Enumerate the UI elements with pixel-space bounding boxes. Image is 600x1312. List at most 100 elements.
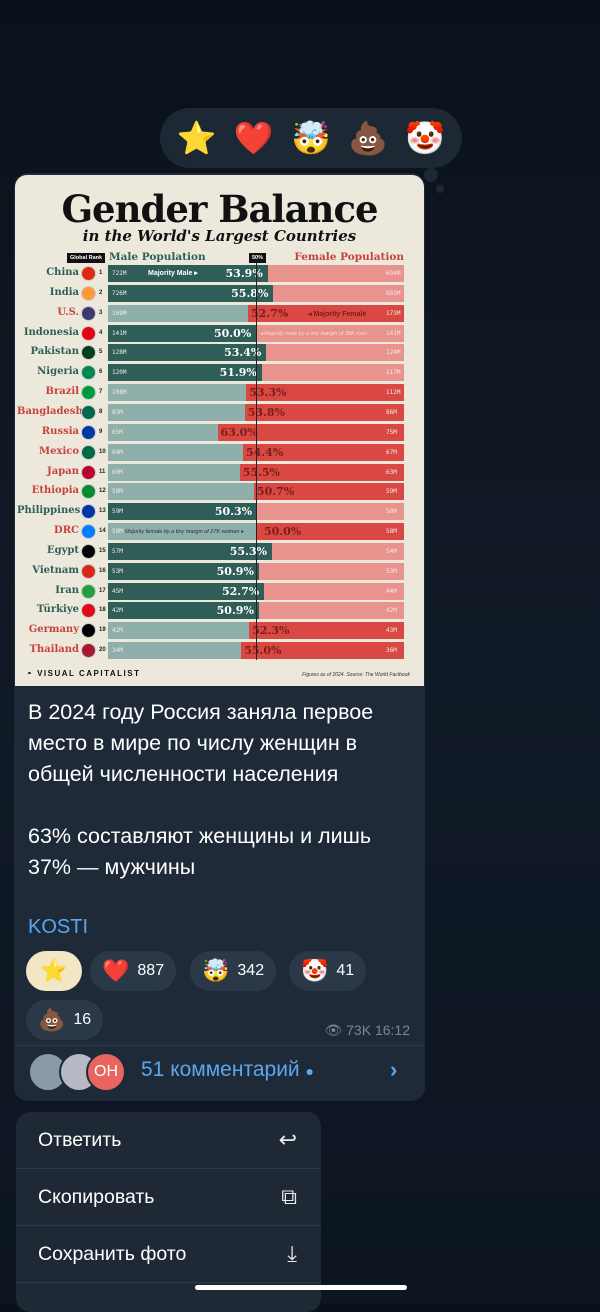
male-pop-label: 59M (112, 508, 123, 516)
flag-icon (81, 285, 96, 301)
flag-icon (81, 643, 96, 659)
country-label: China (46, 267, 79, 278)
share-label: 50.9% (216, 604, 254, 618)
female-bar (266, 344, 404, 362)
menu-item-save-photo[interactable]: Сохранить фото ⤓ (16, 1226, 321, 1283)
share-label: 55.0% (244, 644, 282, 658)
reaction-star[interactable]: ⭐ (26, 951, 82, 991)
country-label: Pakistan (30, 346, 79, 358)
country-label: Nigeria (37, 366, 79, 378)
female-bar (258, 602, 404, 620)
star-icon: ⭐ (40, 958, 68, 983)
female-pop-label: 141M (386, 329, 401, 337)
share-label: 53.3% (249, 386, 287, 400)
male-pop-label: 45M (112, 587, 123, 595)
share-label: 50.9% (216, 564, 254, 578)
country-label: Philippines (17, 505, 81, 517)
male-bar (108, 443, 243, 461)
female-pop-label: 112M (386, 389, 401, 397)
menu-item-reply[interactable]: Ответить ↩ (16, 1112, 321, 1169)
reaction-exploding-head[interactable]: 🤯 342 (190, 951, 277, 991)
male-pop-label: 34M (112, 647, 123, 655)
message-time: 16:12 (374, 1022, 410, 1038)
flag-icon (81, 543, 96, 559)
flag-icon (81, 305, 96, 321)
avatar: ОН (86, 1052, 126, 1092)
female-bar (273, 284, 404, 302)
view-count: 73K (346, 1022, 372, 1038)
rank-label: 20 (99, 647, 106, 654)
poop-icon[interactable]: 💩 (348, 120, 389, 156)
female-bar (242, 443, 404, 461)
male-pop-label: 42M (112, 607, 123, 615)
female-bar (248, 304, 404, 322)
menu-item-copy[interactable]: Скопировать ⧉ (16, 1169, 321, 1226)
rank-label: 12 (99, 488, 106, 495)
annotation: ◂ Majority male by a tiny margin of 38K … (260, 330, 367, 337)
reaction-clown[interactable]: 🤡 41 (289, 951, 367, 991)
male-pop-label: 58M (112, 488, 123, 496)
male-pop-label: 65M (112, 428, 123, 436)
rank-label: 18 (99, 607, 106, 614)
female-bar (244, 403, 404, 421)
author-signature[interactable]: KOSTI (28, 916, 89, 938)
infographic-image[interactable]: Gender Balance in the World's Largest Co… (15, 175, 424, 686)
exploding-head-icon: 🤯 (202, 958, 230, 983)
female-bar (256, 324, 404, 342)
share-label: 53.4% (224, 346, 262, 360)
rank-label: 17 (99, 587, 106, 594)
male-bar (108, 622, 250, 640)
chevron-right-icon[interactable]: › (390, 1057, 398, 1082)
female-bar (239, 463, 404, 481)
flag-icon (81, 583, 96, 599)
midline (256, 263, 257, 660)
female-pop-label: 58M (386, 508, 397, 516)
picker-tail (424, 168, 438, 182)
male-bar (108, 542, 272, 560)
rank-label: 7 (99, 389, 103, 396)
male-pop-label: 64M (112, 448, 123, 456)
country-label: Russia (41, 425, 79, 437)
rank-label: 2 (99, 289, 103, 296)
flag-icon (81, 404, 96, 420)
share-label: 55.5% (242, 465, 280, 479)
female-bar (267, 265, 404, 282)
rank-label: 8 (99, 408, 103, 415)
female-pop-label: 59M (386, 488, 397, 496)
country-label: DRC (54, 525, 79, 537)
female-bar (258, 562, 404, 580)
male-bar (108, 324, 256, 342)
male-bar (108, 403, 245, 421)
male-header: Male Population (109, 251, 206, 263)
message-bubble: Gender Balance in the World's Largest Co… (14, 173, 425, 1101)
clown-icon[interactable]: 🤡 (405, 120, 446, 156)
share-label: 50.0% (264, 525, 302, 539)
reaction-picker: ⭐ ❤️ 🤯 💩 🤡 (160, 108, 462, 168)
female-pop-label: 694M (386, 270, 401, 277)
female-pop-label: 124M (386, 349, 401, 357)
reaction-count: 887 (137, 962, 165, 979)
exploding-head-icon[interactable]: 🤯 (291, 120, 331, 156)
reaction-poop[interactable]: 💩 16 (26, 1000, 104, 1040)
share-label: 50.0% (214, 326, 252, 340)
reaction-count: 41 (336, 962, 355, 979)
comments-link[interactable]: 51 комментарий ● (141, 1058, 314, 1082)
flag-icon (81, 385, 96, 401)
rank-label: 5 (99, 349, 103, 356)
share-label: 50.3% (214, 505, 253, 519)
rank-label: 4 (99, 329, 103, 336)
star-icon[interactable]: ⭐ (176, 120, 217, 156)
female-pop-label: 58M (386, 528, 397, 536)
female-bar (256, 523, 404, 541)
reaction-count: 342 (237, 962, 265, 979)
male-bar (108, 344, 267, 362)
male-pop-label: 128M (112, 349, 127, 357)
rank-label: 11 (99, 468, 106, 475)
female-bar (271, 542, 404, 560)
female-pop-label: 53M (386, 567, 397, 575)
flag-icon (81, 484, 96, 500)
picker-tail (436, 185, 444, 193)
rank-label: 1 (99, 270, 103, 276)
heart-icon[interactable]: ❤️ (233, 120, 274, 156)
reaction-heart[interactable]: ❤️ 887 (90, 951, 177, 991)
